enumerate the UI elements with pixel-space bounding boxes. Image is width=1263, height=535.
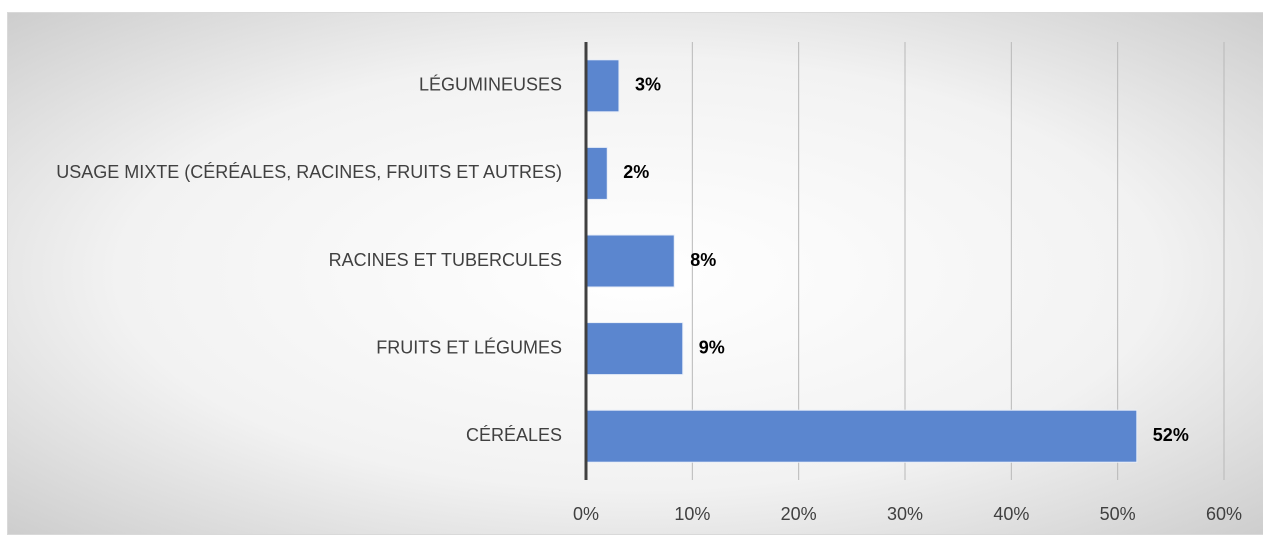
x-tick-label: 10% bbox=[674, 504, 710, 524]
bar bbox=[585, 409, 1138, 463]
x-tick-label: 30% bbox=[887, 504, 923, 524]
y-tick-label: CÉRÉALES bbox=[466, 425, 562, 445]
bar bbox=[585, 322, 684, 376]
x-tick-label: 20% bbox=[781, 504, 817, 524]
data-label: 52% bbox=[1153, 425, 1189, 445]
y-tick-label: FRUITS ET LÉGUMES bbox=[376, 337, 562, 357]
data-label: 2% bbox=[623, 162, 649, 182]
x-tick-label: 40% bbox=[993, 504, 1029, 524]
data-label: 9% bbox=[699, 337, 725, 357]
data-label: 8% bbox=[690, 250, 716, 270]
y-tick-label: USAGE MIXTE (CÉRÉALES, RACINES, FRUITS E… bbox=[56, 162, 562, 182]
x-tick-label: 50% bbox=[1100, 504, 1136, 524]
bar bbox=[585, 59, 620, 113]
x-tick-label: 0% bbox=[573, 504, 599, 524]
bar bbox=[585, 146, 608, 200]
y-tick-label: RACINES ET TUBERCULES bbox=[329, 250, 562, 270]
bar bbox=[585, 234, 675, 288]
data-label: 3% bbox=[635, 75, 661, 95]
y-tick-label: LÉGUMINEUSES bbox=[419, 75, 562, 95]
x-tick-label: 60% bbox=[1206, 504, 1242, 524]
